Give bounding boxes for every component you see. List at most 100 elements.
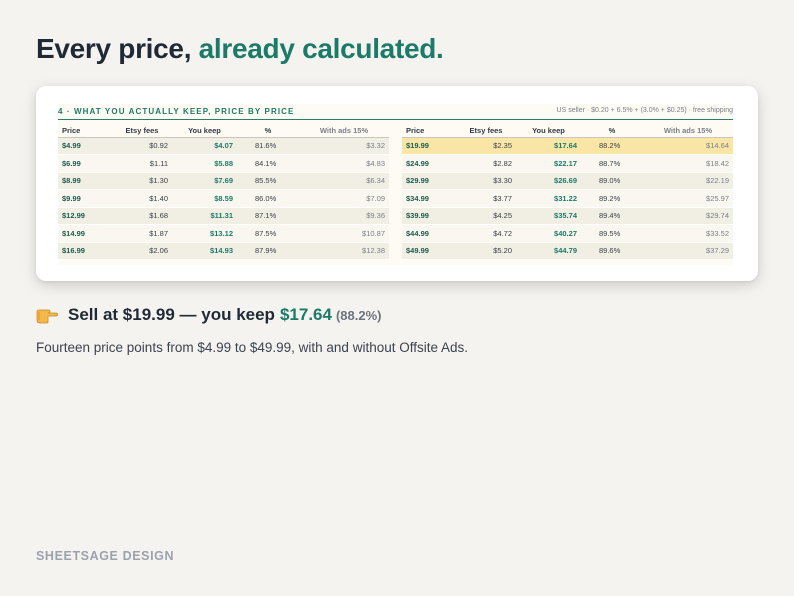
cell-price: $8.99 bbox=[58, 172, 112, 190]
table-header-row: Price Etsy fees You keep % With ads 15% bbox=[58, 124, 389, 138]
cell-with-ads: $6.34 bbox=[299, 172, 389, 190]
cell-etsy-fees: $2.82 bbox=[456, 154, 516, 173]
callout-text: Sell at $19.99 — you keep bbox=[68, 305, 275, 324]
cell-with-ads: $12.38 bbox=[299, 242, 389, 260]
cell-you-keep: $5.88 bbox=[172, 154, 237, 173]
cell-percent: 85.5% bbox=[237, 172, 299, 190]
column-header-keep: You keep bbox=[516, 124, 581, 138]
cell-price: $34.99 bbox=[402, 189, 456, 208]
cell-you-keep: $8.59 bbox=[172, 189, 237, 208]
cell-etsy-fees: $2.35 bbox=[456, 137, 516, 155]
cell-you-keep: $13.12 bbox=[172, 224, 237, 243]
cell-price: $44.99 bbox=[402, 224, 456, 243]
cell-with-ads: $14.64 bbox=[643, 137, 733, 155]
cell-etsy-fees: $2.06 bbox=[112, 242, 172, 260]
cell-price: $49.99 bbox=[402, 242, 456, 260]
cell-percent: 88.2% bbox=[581, 137, 643, 155]
cell-you-keep: $35.74 bbox=[516, 207, 581, 225]
cell-you-keep: $40.27 bbox=[516, 224, 581, 243]
cell-you-keep: $14.93 bbox=[172, 242, 237, 260]
cell-etsy-fees: $1.11 bbox=[112, 154, 172, 173]
cell-with-ads: $33.52 bbox=[643, 224, 733, 243]
brand-footer: SHEETSAGE DESIGN bbox=[36, 549, 175, 563]
cell-price: $6.99 bbox=[58, 154, 112, 173]
cell-you-keep: $7.69 bbox=[172, 172, 237, 190]
cell-etsy-fees: $1.68 bbox=[112, 207, 172, 225]
cell-etsy-fees: $3.77 bbox=[456, 189, 516, 208]
cell-with-ads: $10.87 bbox=[299, 224, 389, 243]
cell-percent: 87.9% bbox=[237, 242, 299, 260]
table-row: $8.99 $1.30 $7.69 85.5% $6.34 bbox=[58, 172, 389, 190]
column-header-with-ads: With ads 15% bbox=[643, 124, 733, 138]
headline-prefix: Every price, bbox=[36, 33, 192, 64]
sheet-fee-note: US seller · $0.20 + 6.5% + (3.0% + $0.25… bbox=[556, 107, 733, 114]
cell-etsy-fees: $4.25 bbox=[456, 207, 516, 225]
column-header-percent: % bbox=[581, 124, 643, 138]
cell-you-keep: $11.31 bbox=[172, 207, 237, 225]
cell-with-ads: $25.97 bbox=[643, 189, 733, 208]
cell-etsy-fees: $1.87 bbox=[112, 224, 172, 243]
cell-percent: 89.6% bbox=[581, 242, 643, 260]
callout-keep-amount: $17.64 bbox=[279, 305, 332, 324]
cell-percent: 89.0% bbox=[581, 172, 643, 190]
table-row: $24.99 $2.82 $22.17 88.7% $18.42 bbox=[402, 154, 733, 173]
cell-with-ads: $3.32 bbox=[299, 137, 389, 155]
table-row: $4.99 $0.92 $4.07 81.6% $3.32 bbox=[58, 137, 389, 155]
table-row: $39.99 $4.25 $35.74 89.4% $29.74 bbox=[402, 207, 733, 225]
cell-etsy-fees: $1.40 bbox=[112, 189, 172, 208]
column-header-keep: You keep bbox=[172, 124, 237, 138]
sheet-header: 4 · WHAT YOU ACTUALLY KEEP, PRICE BY PRI… bbox=[58, 104, 733, 120]
cell-etsy-fees: $5.20 bbox=[456, 242, 516, 260]
cell-price: $4.99 bbox=[58, 137, 112, 155]
cell-price: $24.99 bbox=[402, 154, 456, 173]
cell-percent: 89.5% bbox=[581, 224, 643, 243]
column-header-price: Price bbox=[58, 124, 112, 138]
spreadsheet-preview: 4 · WHAT YOU ACTUALLY KEEP, PRICE BY PRI… bbox=[58, 104, 733, 265]
spreadsheet-preview-card: 4 · WHAT YOU ACTUALLY KEEP, PRICE BY PRI… bbox=[36, 86, 758, 281]
cell-percent: 88.7% bbox=[581, 154, 643, 173]
page-headline: Every price, already calculated. bbox=[36, 33, 444, 65]
cell-you-keep: $22.17 bbox=[516, 154, 581, 173]
cell-etsy-fees: $1.30 bbox=[112, 172, 172, 190]
table-row: $12.99 $1.68 $11.31 87.1% $9.36 bbox=[58, 207, 389, 225]
column-header-price: Price bbox=[402, 124, 456, 138]
table-row: $6.99 $1.11 $5.88 84.1% $4.83 bbox=[58, 154, 389, 173]
cell-percent: 81.6% bbox=[237, 137, 299, 155]
cell-price: $9.99 bbox=[58, 189, 112, 208]
cell-price: $14.99 bbox=[58, 224, 112, 243]
cell-etsy-fees: $0.92 bbox=[112, 137, 172, 155]
column-header-with-ads: With ads 15% bbox=[299, 124, 389, 138]
headline-accent: already calculated. bbox=[198, 33, 444, 64]
cell-with-ads: $22.19 bbox=[643, 172, 733, 190]
cell-price: $29.99 bbox=[402, 172, 456, 190]
description-text: Fourteen price points from $4.99 to $49.… bbox=[36, 340, 468, 355]
table-row: $49.99 $5.20 $44.79 89.6% $37.29 bbox=[402, 242, 733, 260]
cell-percent: 89.2% bbox=[581, 189, 643, 208]
table-row: $19.99 $2.35 $17.64 88.2% $14.64 bbox=[402, 137, 733, 155]
cell-percent: 84.1% bbox=[237, 154, 299, 173]
cell-with-ads: $7.09 bbox=[299, 189, 389, 208]
table-row: $14.99 $1.87 $13.12 87.5% $10.87 bbox=[58, 224, 389, 243]
table-header-row: Price Etsy fees You keep % With ads 15% bbox=[402, 124, 733, 138]
cell-with-ads: $9.36 bbox=[299, 207, 389, 225]
cell-percent: 89.4% bbox=[581, 207, 643, 225]
cell-you-keep: $4.07 bbox=[172, 137, 237, 155]
cell-you-keep: $26.69 bbox=[516, 172, 581, 190]
table-row: $34.99 $3.77 $31.22 89.2% $25.97 bbox=[402, 189, 733, 208]
cell-price: $39.99 bbox=[402, 207, 456, 225]
cell-with-ads: $4.83 bbox=[299, 154, 389, 173]
price-table-left: Price Etsy fees You keep % With ads 15% … bbox=[58, 124, 389, 260]
column-header-fees: Etsy fees bbox=[456, 124, 516, 138]
table-row: $16.99 $2.06 $14.93 87.9% $12.38 bbox=[58, 242, 389, 260]
cell-you-keep: $31.22 bbox=[516, 189, 581, 208]
cell-price: $12.99 bbox=[58, 207, 112, 225]
cell-percent: 87.5% bbox=[237, 224, 299, 243]
price-callout: Sell at $19.99 — you keep $17.64 (88.2%) bbox=[36, 303, 381, 327]
cell-etsy-fees: $3.30 bbox=[456, 172, 516, 190]
cell-percent: 87.1% bbox=[237, 207, 299, 225]
table-row: $29.99 $3.30 $26.69 89.0% $22.19 bbox=[402, 172, 733, 190]
cell-etsy-fees: $4.72 bbox=[456, 224, 516, 243]
pointing-hand-icon bbox=[36, 306, 58, 324]
price-table-right: Price Etsy fees You keep % With ads 15% … bbox=[402, 124, 733, 260]
cell-you-keep: $17.64 bbox=[516, 137, 581, 155]
